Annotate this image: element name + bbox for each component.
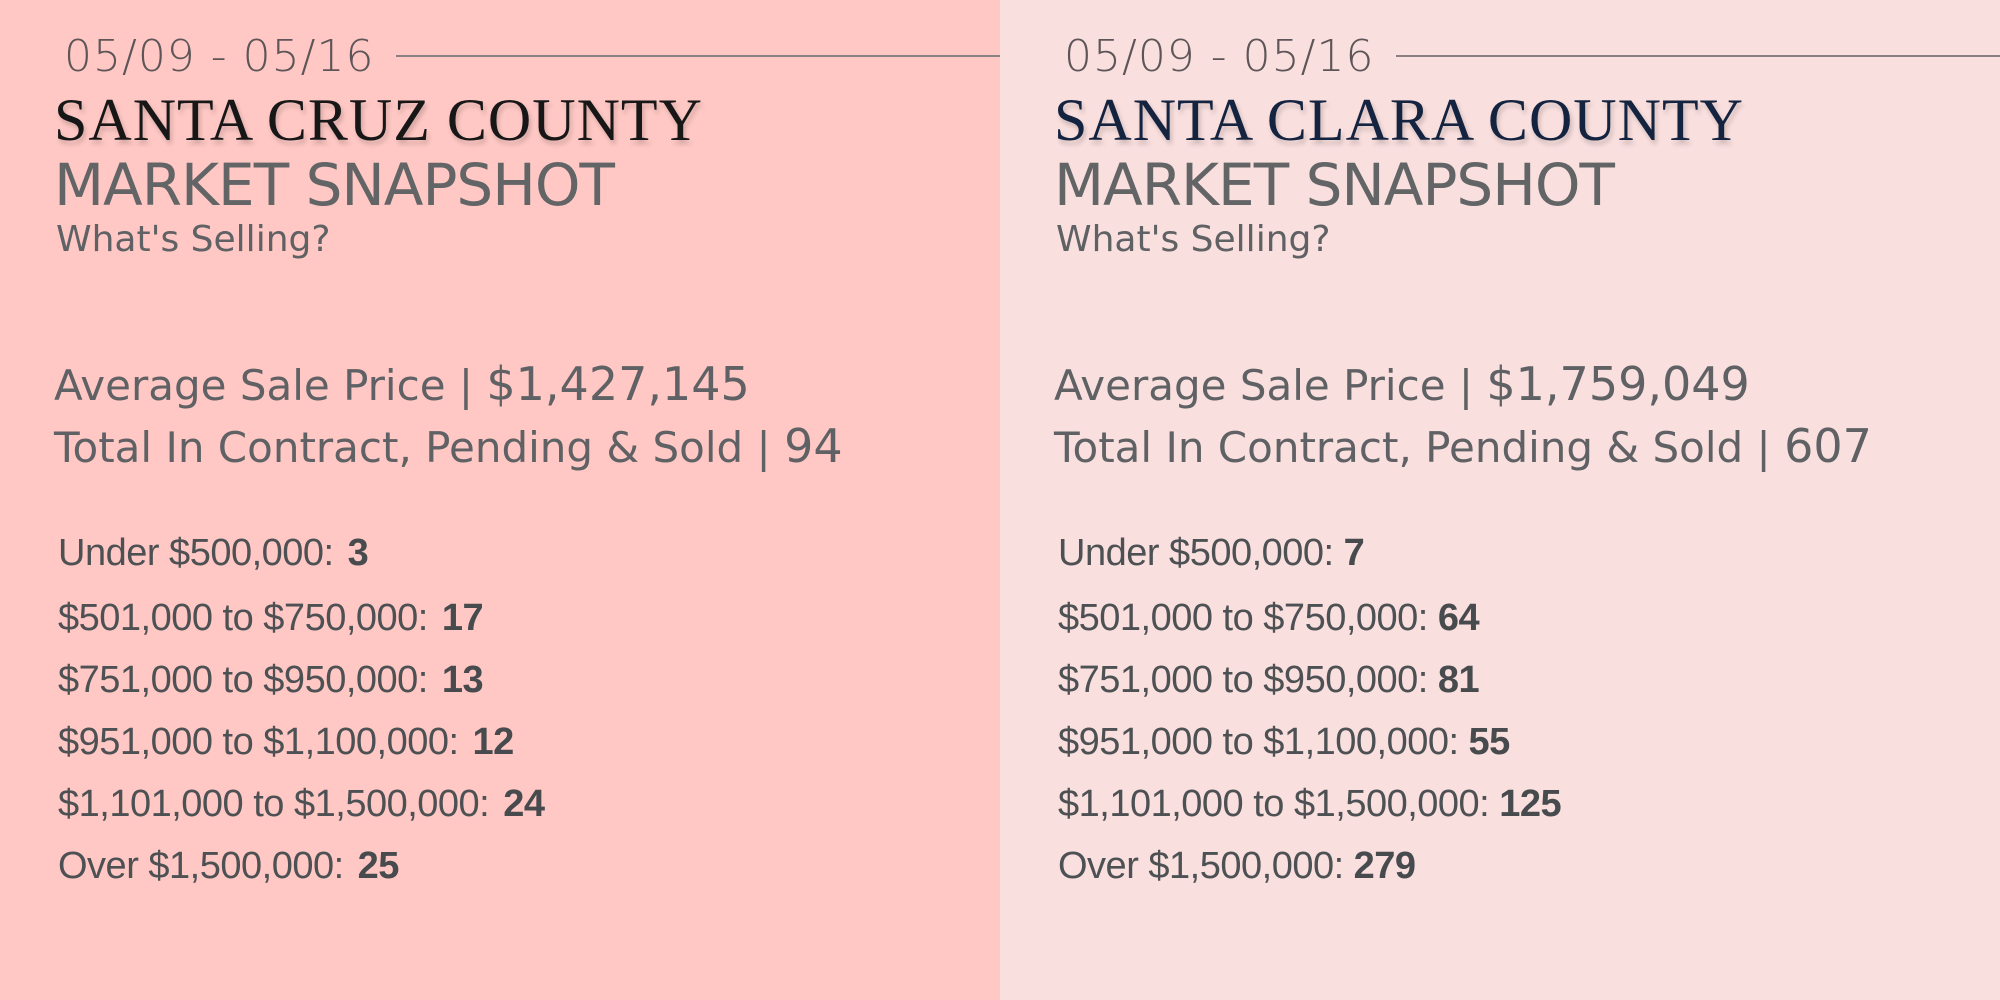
price-range-row: $751,000 to $950,000: 13 <box>58 649 545 711</box>
price-range-label: Under $500,000: <box>58 531 334 574</box>
price-range-row: $951,000 to $1,100,000: 55 <box>1058 711 1561 773</box>
price-range-list: Under $500,000: 3 $501,000 to $750,000: 17… <box>58 525 545 897</box>
average-sale-price-label: Average Sale Price | <box>54 361 487 410</box>
price-range-label: $501,000 to $750,000: <box>58 596 428 639</box>
price-range-label: Over $1,500,000: <box>1058 844 1344 887</box>
average-sale-price: Average Sale Price | $1,759,049 <box>1054 358 1750 412</box>
total-contract-value: 607 <box>1784 419 1872 473</box>
price-range-count: 7 <box>1343 531 1365 574</box>
county-title: SANTA CRUZ COUNTY <box>54 87 703 153</box>
price-range-count: 125 <box>1499 782 1562 825</box>
total-contract-value: 94 <box>784 419 843 473</box>
price-range-count: 13 <box>441 658 484 701</box>
price-range-row: $951,000 to $1,100,000: 12 <box>58 711 545 773</box>
date-header: 05/09 - 05/16 <box>1064 28 2000 84</box>
price-range-row: $501,000 to $750,000: 64 <box>1058 587 1561 649</box>
price-range-count: 3 <box>347 531 369 574</box>
price-range-row: $1,101,000 to $1,500,000: 24 <box>58 773 545 835</box>
price-range-row: $1,101,000 to $1,500,000: 125 <box>1058 773 1562 835</box>
price-range-row: $501,000 to $750,000: 17 <box>58 587 545 649</box>
date-header: 05/09 - 05/16 <box>64 28 1000 84</box>
price-range-label: Over $1,500,000: <box>58 844 344 887</box>
price-range-row: Under $500,000: 3 <box>58 525 545 581</box>
total-contract-label: Total In Contract, Pending & Sold | <box>54 423 785 472</box>
price-range-label: $951,000 to $1,100,000: <box>1058 720 1459 763</box>
snapshot-heading: MARKET SNAPSHOT <box>1054 151 1615 219</box>
price-range-row: Over $1,500,000: 279 <box>1058 835 1561 897</box>
price-range-count: 24 <box>503 782 545 825</box>
total-contract-count: Total In Contract, Pending & Sold | 94 <box>54 420 843 474</box>
total-contract-label: Total In Contract, Pending & Sold | <box>1054 423 1785 472</box>
price-range-count: 12 <box>472 720 515 763</box>
total-contract-count: Total In Contract, Pending & Sold | 607 <box>1054 420 1872 474</box>
santa-cruz-panel: 05/09 - 05/16 SANTA CRUZ COUNTY MARKET S… <box>0 0 1000 1000</box>
price-range-count: 81 <box>1437 658 1480 701</box>
price-range-count: 55 <box>1468 720 1511 763</box>
subtitle: What's Selling? <box>56 219 331 260</box>
average-sale-price-value: $1,759,049 <box>1486 357 1750 411</box>
price-range-label: $751,000 to $950,000: <box>1058 658 1428 701</box>
santa-clara-panel: 05/09 - 05/16 SANTA CLARA COUNTY MARKET … <box>1000 0 2000 1000</box>
date-divider-line <box>396 55 1000 57</box>
price-range-label: Under $500,000: <box>1058 531 1334 574</box>
average-sale-price: Average Sale Price | $1,427,145 <box>54 358 750 412</box>
price-range-row: $751,000 to $950,000: 81 <box>1058 649 1561 711</box>
date-range: 05/09 - 05/16 <box>64 30 375 82</box>
price-range-label: $751,000 to $950,000: <box>58 658 428 701</box>
price-range-label: $951,000 to $1,100,000: <box>58 720 459 763</box>
price-range-label: $1,101,000 to $1,500,000: <box>58 782 490 825</box>
date-range: 05/09 - 05/16 <box>1064 30 1375 82</box>
price-range-count: 279 <box>1353 844 1416 887</box>
county-title: SANTA CLARA COUNTY <box>1054 87 1744 153</box>
snapshot-heading: MARKET SNAPSHOT <box>54 151 615 219</box>
average-sale-price-label: Average Sale Price | <box>1054 361 1487 410</box>
price-range-label: $501,000 to $750,000: <box>1058 596 1428 639</box>
price-range-label: $1,101,000 to $1,500,000: <box>1058 782 1490 825</box>
price-range-count: 25 <box>357 844 400 887</box>
average-sale-price-value: $1,427,145 <box>486 357 750 411</box>
price-range-row: Under $500,000: 7 <box>1058 525 1561 581</box>
price-range-list: Under $500,000: 7 $501,000 to $750,000: 64… <box>1058 525 1562 897</box>
price-range-row: Over $1,500,000: 25 <box>58 835 545 897</box>
price-range-count: 17 <box>441 596 484 639</box>
price-range-count: 64 <box>1437 596 1480 639</box>
date-divider-line <box>1396 55 2000 57</box>
subtitle: What's Selling? <box>1056 219 1331 260</box>
